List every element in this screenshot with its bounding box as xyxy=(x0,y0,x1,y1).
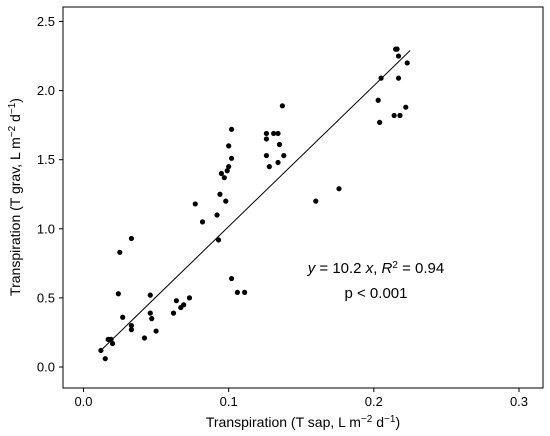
data-point xyxy=(228,275,235,282)
data-point xyxy=(266,164,272,170)
x-axis-title-text: Transpiration (T sap, L m xyxy=(206,414,361,430)
eq-y: y xyxy=(307,260,317,277)
data-point xyxy=(109,340,116,347)
eq-sep: , xyxy=(373,260,381,277)
data-point xyxy=(117,249,123,255)
data-point xyxy=(276,141,283,148)
data-point xyxy=(173,298,180,304)
eq-r-sup: 2 xyxy=(392,260,398,271)
data-point xyxy=(263,136,270,142)
data-point xyxy=(226,143,232,149)
data-point xyxy=(391,112,397,119)
data-point xyxy=(242,289,248,295)
y-axis-title-text: Transpiration (T grav, L m xyxy=(7,137,23,296)
data-point xyxy=(263,130,270,137)
y-tick-label: 0.5 xyxy=(37,290,55,305)
data-point xyxy=(234,289,240,295)
plot-area-frame xyxy=(62,6,544,389)
y-axis: 0.0 0.5 1.0 1.5 2.0 2.5 xyxy=(37,14,63,375)
y-tick-label: 1.5 xyxy=(37,152,55,167)
data-point xyxy=(336,186,342,192)
y-tick-label: 2.5 xyxy=(37,14,55,29)
y-axis-title: Transpiration (T grav, L m−2 d−1) xyxy=(7,98,24,296)
x-tick-label: 0.0 xyxy=(74,394,92,409)
data-point xyxy=(228,126,235,132)
data-point xyxy=(170,310,177,316)
data-point xyxy=(397,112,403,119)
data-point xyxy=(275,130,281,137)
y-tick-label: 1.0 xyxy=(37,221,55,236)
data-point xyxy=(128,322,135,329)
data-point xyxy=(181,302,187,308)
eq-r-value: = 0.94 xyxy=(398,260,444,277)
y-tick-label: 2.0 xyxy=(37,83,55,98)
data-point xyxy=(279,103,285,109)
p-value: p < 0.001 xyxy=(345,285,408,302)
data-point xyxy=(223,198,229,204)
data-point xyxy=(313,198,319,204)
data-point xyxy=(394,46,400,52)
data-point xyxy=(120,314,126,320)
x-axis-title: Transpiration (T sap, L m−2 d−1) xyxy=(206,414,400,431)
data-point xyxy=(271,130,277,137)
data-point xyxy=(115,291,121,297)
x-axis-title-sup2: −1 xyxy=(384,414,396,425)
data-point xyxy=(102,356,108,362)
data-point xyxy=(226,164,232,170)
data-points xyxy=(98,46,410,362)
eq-x: x xyxy=(365,260,374,277)
data-point xyxy=(214,212,220,218)
data-point xyxy=(228,155,235,161)
eq-coef: = 10.2 xyxy=(315,260,365,277)
data-point xyxy=(403,104,409,110)
data-point xyxy=(263,152,270,159)
data-point xyxy=(404,60,410,66)
data-point xyxy=(186,295,193,301)
data-point xyxy=(275,159,281,166)
data-point xyxy=(218,170,225,177)
data-point xyxy=(153,328,159,334)
data-point xyxy=(395,53,402,59)
x-axis-title-mid: d xyxy=(372,414,384,430)
data-point xyxy=(217,191,223,197)
x-tick-label: 0.3 xyxy=(510,394,528,409)
regression-equation: y = 10.2 x, R2 = 0.94 xyxy=(307,260,445,278)
x-axis: 0.0 0.1 0.2 0.3 xyxy=(74,388,528,409)
data-point xyxy=(215,237,222,243)
y-axis-title-sup2: −1 xyxy=(7,102,18,114)
data-point xyxy=(199,219,206,225)
data-point xyxy=(147,292,153,298)
x-tick-label: 0.1 xyxy=(220,394,238,409)
data-point xyxy=(221,175,227,181)
data-point xyxy=(128,327,135,333)
data-point xyxy=(395,75,402,81)
regression-line xyxy=(100,50,411,351)
x-tick-label: 0.2 xyxy=(365,394,383,409)
x-axis-title-end: ) xyxy=(395,414,400,430)
data-point xyxy=(281,152,287,159)
data-point xyxy=(147,310,153,316)
eq-r: R xyxy=(382,260,393,277)
y-axis-title-sup1: −2 xyxy=(7,125,18,137)
data-point xyxy=(141,335,148,341)
y-axis-title-end: ) xyxy=(7,98,23,103)
data-point xyxy=(224,168,230,174)
data-point xyxy=(108,336,114,342)
data-point xyxy=(375,97,381,103)
data-point xyxy=(192,201,198,207)
data-point xyxy=(149,316,155,322)
y-axis-title-mid: d xyxy=(7,114,23,126)
y-tick-label: 0.0 xyxy=(37,360,55,375)
x-axis-title-sup1: −2 xyxy=(361,414,373,425)
data-point xyxy=(128,235,135,242)
data-point xyxy=(377,119,383,125)
